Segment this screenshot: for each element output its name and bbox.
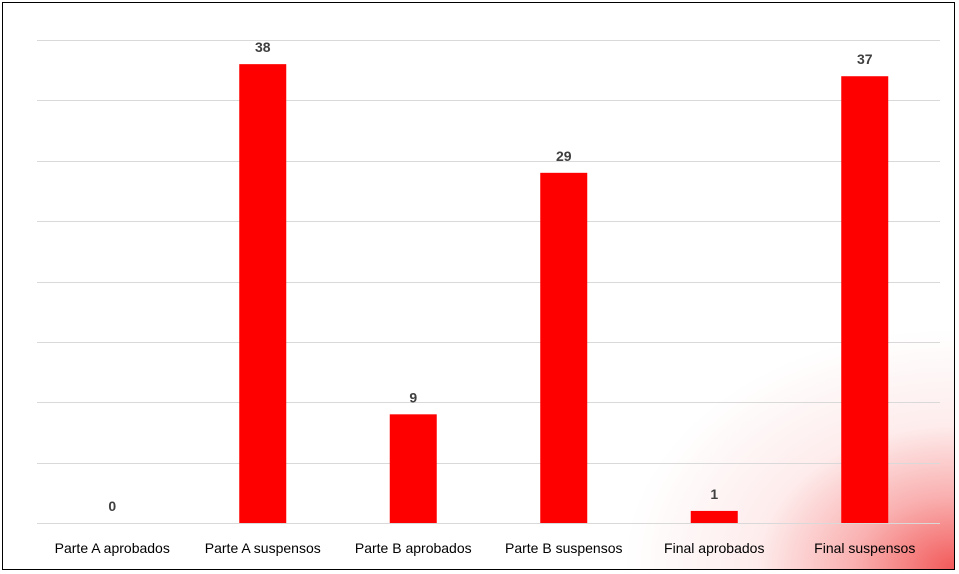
bar-value-label: 1 bbox=[710, 486, 718, 502]
gridlines bbox=[37, 40, 940, 524]
bar bbox=[239, 64, 287, 524]
bar bbox=[841, 76, 889, 523]
category-label: Final suspensos bbox=[814, 540, 915, 556]
data-labels: 0 38 9 29 1 37 bbox=[108, 39, 872, 514]
bar bbox=[690, 510, 738, 523]
category-label: Parte A suspensos bbox=[205, 540, 321, 556]
category-labels: Parte A aprobados Parte A suspensos Parte … bbox=[55, 540, 916, 556]
category-label: Parte B aprobados bbox=[355, 540, 472, 556]
bar-value-label: 29 bbox=[556, 148, 572, 164]
bar-value-label: 0 bbox=[108, 498, 116, 514]
category-label: Final aprobados bbox=[664, 540, 764, 556]
bar-value-label: 38 bbox=[255, 39, 271, 55]
category-label: Parte A aprobados bbox=[55, 540, 170, 556]
bars bbox=[239, 64, 889, 524]
bar-chart: 0 38 9 29 1 37 Parte A aprobados Parte A suspe… bbox=[37, 39, 940, 556]
bar-value-label: 37 bbox=[857, 51, 873, 67]
category-label: Parte B suspensos bbox=[505, 540, 623, 556]
bar bbox=[540, 172, 588, 523]
bar-value-label: 9 bbox=[409, 389, 417, 405]
bar bbox=[389, 414, 437, 523]
